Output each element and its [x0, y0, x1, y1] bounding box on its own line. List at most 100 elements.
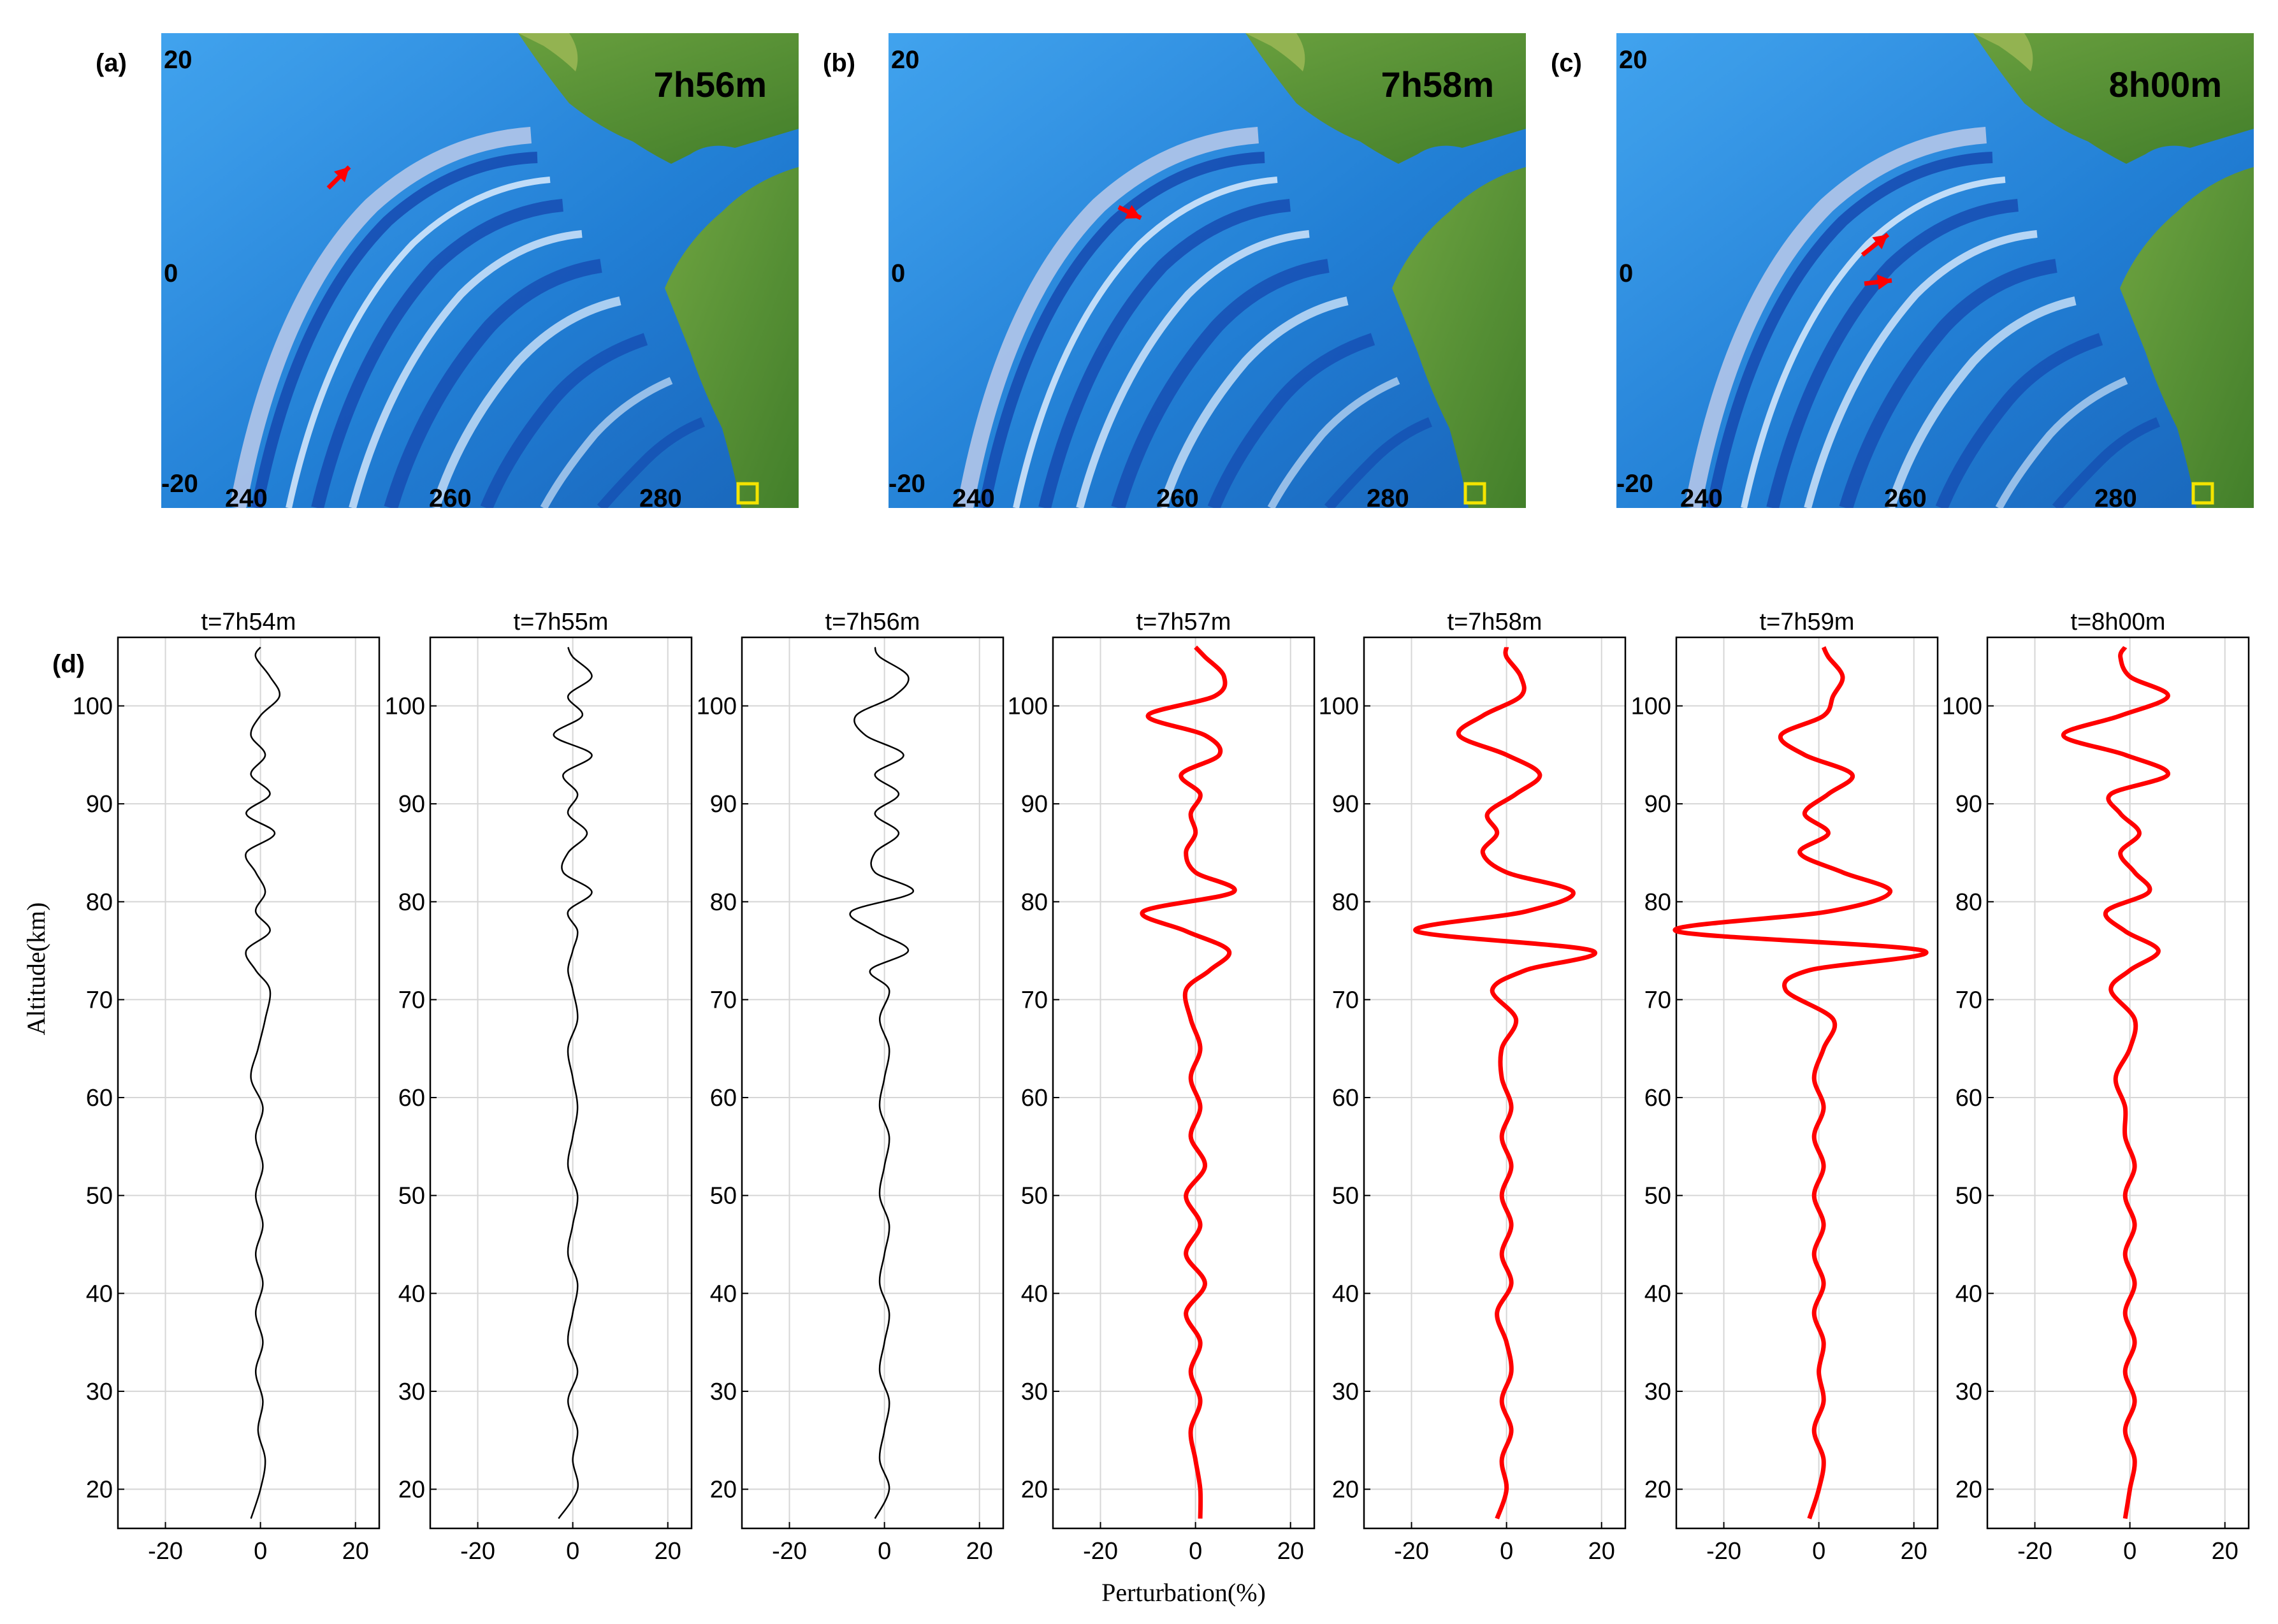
y-tick-label: 90 [1332, 791, 1359, 818]
lat-label: 0 [1619, 259, 1633, 287]
y-tick-label: 30 [1021, 1379, 1048, 1405]
y-tick-label: 60 [1644, 1085, 1671, 1112]
panel-label: (b) [823, 49, 855, 77]
x-tick-label: 0 [2123, 1538, 2137, 1565]
series-line [2061, 646, 2170, 1519]
y-tick-label: 40 [1644, 1280, 1671, 1307]
y-tick-label: 40 [710, 1280, 737, 1307]
lat-label: -20 [1616, 470, 1653, 498]
x-tick-label: 20 [2212, 1538, 2238, 1565]
plot-frame [429, 636, 693, 1530]
lon-label: 240 [225, 484, 268, 512]
y-tick-label: 40 [398, 1280, 425, 1307]
x-tick-label: 0 [1189, 1538, 1202, 1565]
y-tick-label: 30 [86, 1379, 113, 1405]
profile-plot: -20 0 20 20 30 40 50 60 70 80 90 100 t=7h59m [1631, 609, 1939, 1565]
profile-plot: -20 0 20 20 30 40 50 60 70 80 90 100 t=7h58m [1319, 609, 1627, 1565]
plot-title: t=8h00m [2071, 609, 2166, 635]
location-marker [1463, 482, 1486, 505]
y-tick-label: 80 [1332, 889, 1359, 916]
x-tick-label: -20 [148, 1538, 183, 1565]
y-tick-label: 80 [86, 889, 113, 916]
series-line [1672, 646, 1929, 1519]
profile-plots: -20 0 20 20 30 40 50 60 70 80 90 100 t=7h54m -20 0 20 20… [73, 609, 2250, 1565]
x-tick-label: 0 [566, 1538, 579, 1565]
lat-label: 20 [1619, 46, 1648, 74]
series-line [849, 646, 914, 1519]
x-axis-label: Perturbation(%) [1101, 1578, 1266, 1607]
plot-frame [1363, 636, 1627, 1530]
lat-label: -20 [889, 470, 925, 498]
lon-label: 280 [2094, 484, 2137, 512]
y-tick-label: 90 [398, 791, 425, 818]
y-tick-label: 90 [86, 791, 113, 818]
y-tick-label: 90 [1644, 791, 1671, 818]
y-tick-label: 50 [1644, 1183, 1671, 1210]
y-tick-label: 40 [1332, 1280, 1359, 1307]
lon-label: 260 [1884, 484, 1927, 512]
profile-plot: -20 0 20 20 30 40 50 60 70 80 90 100 t=7h56m [697, 609, 1005, 1565]
plot-title: t=7h55m [514, 609, 609, 635]
location-marker [2191, 482, 2214, 505]
x-tick-label: 0 [254, 1538, 267, 1565]
lon-label: 280 [639, 484, 682, 512]
x-tick-label: 20 [1901, 1538, 1927, 1565]
lon-label: 240 [1680, 484, 1723, 512]
y-tick-label: 50 [1332, 1183, 1359, 1210]
y-tick-label: 50 [398, 1183, 425, 1210]
lon-label: 240 [952, 484, 995, 512]
series-line [245, 646, 281, 1519]
y-tick-label: 80 [1955, 889, 1982, 916]
y-tick-label: 50 [710, 1183, 737, 1210]
map-time-label: 8h00m [2109, 64, 2222, 105]
y-tick-label: 70 [1332, 987, 1359, 1013]
map-time-label: 7h58m [1381, 64, 1494, 105]
y-tick-label: 40 [1955, 1280, 1982, 1307]
y-axis-label: Altitude(km) [22, 903, 50, 1036]
y-tick-label: 70 [710, 987, 737, 1013]
map-time-label: 7h56m [654, 64, 767, 105]
x-tick-label: -20 [1706, 1538, 1741, 1565]
x-tick-label: -20 [1394, 1538, 1429, 1565]
x-tick-label: 0 [1812, 1538, 1825, 1565]
lat-label: 20 [891, 46, 920, 74]
y-tick-label: 20 [1021, 1477, 1048, 1504]
series-line [1413, 646, 1597, 1519]
x-tick-label: 20 [342, 1538, 369, 1565]
y-tick-label: 80 [710, 889, 737, 916]
plot-frame [1052, 636, 1316, 1530]
y-tick-label: 20 [398, 1477, 425, 1504]
y-tick-label: 20 [710, 1477, 737, 1504]
y-tick-label: 40 [1021, 1280, 1048, 1307]
plot-title: t=7h58m [1447, 609, 1542, 635]
red-arrow-head [1872, 235, 1888, 250]
plot-frame [1675, 636, 1939, 1530]
y-tick-label: 100 [1008, 693, 1048, 720]
lat-label: 20 [164, 46, 192, 74]
profile-plot: -20 0 20 20 30 40 50 60 70 80 90 100 t=7h54m [73, 609, 381, 1565]
y-tick-label: 60 [1332, 1085, 1359, 1112]
series-line [1140, 645, 1237, 1519]
series-line [553, 646, 593, 1519]
map-panel: (b) 7h58m 20 0 -20 240 260 280 [823, 33, 1526, 512]
y-tick-label: 60 [710, 1085, 737, 1112]
x-tick-label: -20 [772, 1538, 807, 1565]
location-marker [736, 482, 759, 505]
y-tick-label: 100 [1319, 693, 1359, 720]
profile-plot: -20 0 20 20 30 40 50 60 70 80 90 100 t=8h00m [1942, 609, 2250, 1565]
x-tick-label: 20 [1277, 1538, 1304, 1565]
y-tick-label: 40 [86, 1280, 113, 1307]
lat-label: -20 [161, 470, 198, 498]
y-tick-label: 30 [1644, 1379, 1671, 1405]
y-tick-label: 30 [398, 1379, 425, 1405]
x-tick-label: 0 [1500, 1538, 1513, 1565]
y-tick-label: 100 [697, 693, 737, 720]
map-panels: (a) 7h56m 20 0 -20 240 260 280 (b) 7h58m 20 0 -20 240… [96, 33, 2254, 512]
y-tick-label: 70 [398, 987, 425, 1013]
map-panel: (a) 7h56m 20 0 -20 240 260 280 [96, 33, 799, 512]
profile-plot: -20 0 20 20 30 40 50 60 70 80 90 100 t=7h55m [385, 609, 693, 1565]
plot-title: t=7h54m [201, 609, 296, 635]
plot-title: t=7h56m [825, 609, 920, 635]
red-arrow-head [1124, 205, 1141, 219]
